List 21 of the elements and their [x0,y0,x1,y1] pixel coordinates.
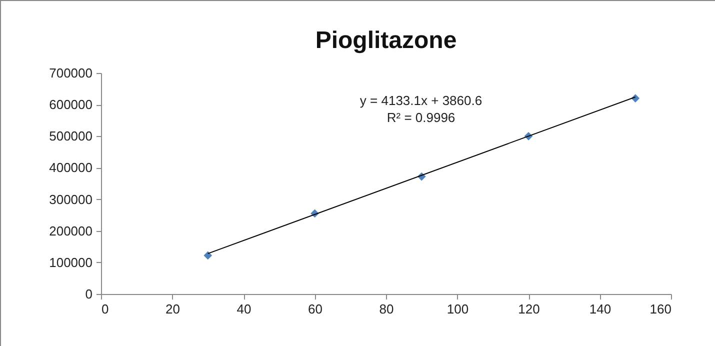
y-tick-label: 200000 [49,223,92,238]
x-tick-label: 40 [236,302,252,316]
y-tick-label: 400000 [49,160,92,176]
annotation: R² = 0.9996 [386,110,456,125]
x-tick-label: 120 [518,302,540,316]
y-tick-label: 100000 [49,254,92,270]
x-tick-label: 0 [102,302,109,316]
point [204,251,212,260]
annotation: y = 4133.1x + 3860.6 [360,93,482,108]
x-tick-label: 160 [650,302,672,316]
x-tick-label: 140 [589,302,612,316]
chart-title: Pioglitazone [315,27,457,54]
y-tick-label: 600000 [49,97,92,112]
y-tick-label: 300000 [49,192,92,207]
x-tick-label: 20 [166,302,180,316]
x-tick-label: 100 [446,302,469,316]
x-tick-label: 60 [308,302,322,316]
y-tick-label: 0 [85,286,92,302]
x-tick-label: 80 [379,302,394,316]
y-tick-label: 700000 [49,66,92,80]
y-tick-label: 500000 [49,128,92,144]
